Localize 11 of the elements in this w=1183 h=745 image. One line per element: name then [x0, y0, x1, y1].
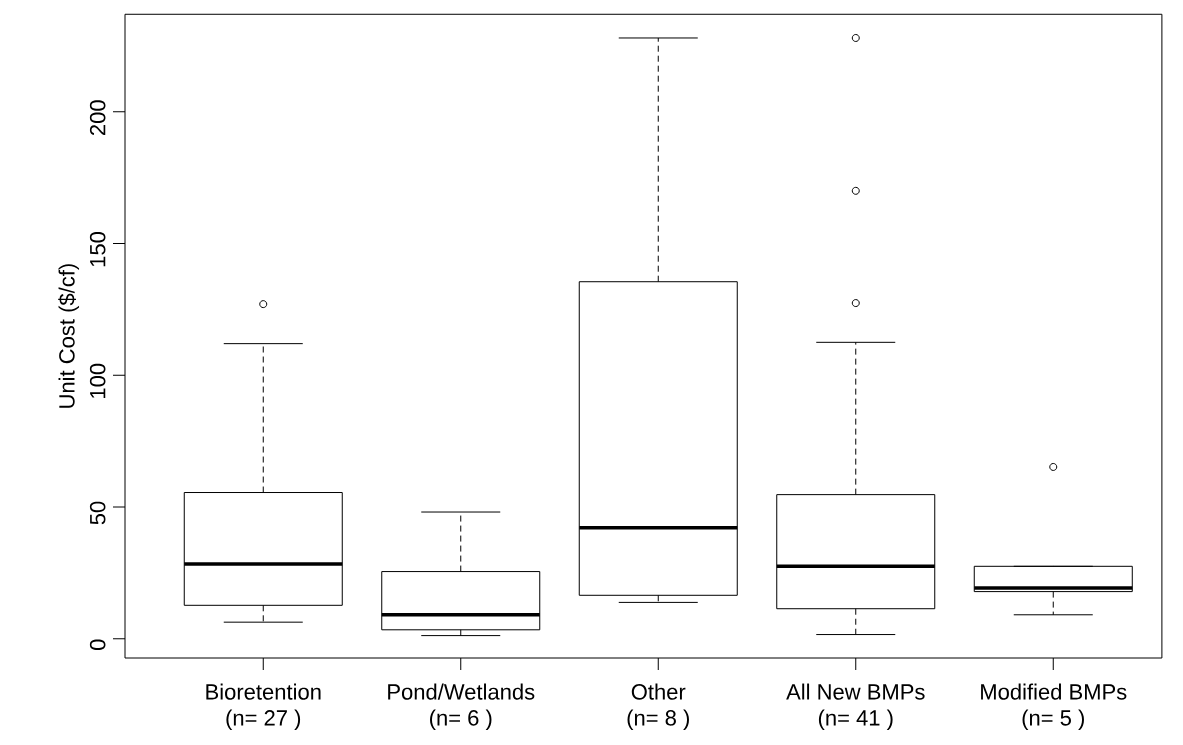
y-axis-title: Unit Cost ($/cf)	[58, 264, 80, 408]
x-tick-label: All New BMPs (n= 41 )	[786, 683, 925, 731]
y-tick-label: 150	[89, 232, 106, 267]
x-tick-label: Bioretention (n= 27 )	[206, 683, 321, 731]
y-tick-label: 50	[89, 501, 106, 525]
x-tick-label: Pond/Wetlands (n= 6 )	[388, 683, 535, 731]
x-tick-label: Modified BMPs (n= 5 )	[981, 683, 1127, 731]
x-tick-label: Other (n= 8 )	[627, 683, 689, 731]
y-tick-label: 0	[89, 639, 106, 651]
y-tick-label: 100	[89, 363, 106, 398]
y-tick-label: 200	[89, 100, 106, 135]
